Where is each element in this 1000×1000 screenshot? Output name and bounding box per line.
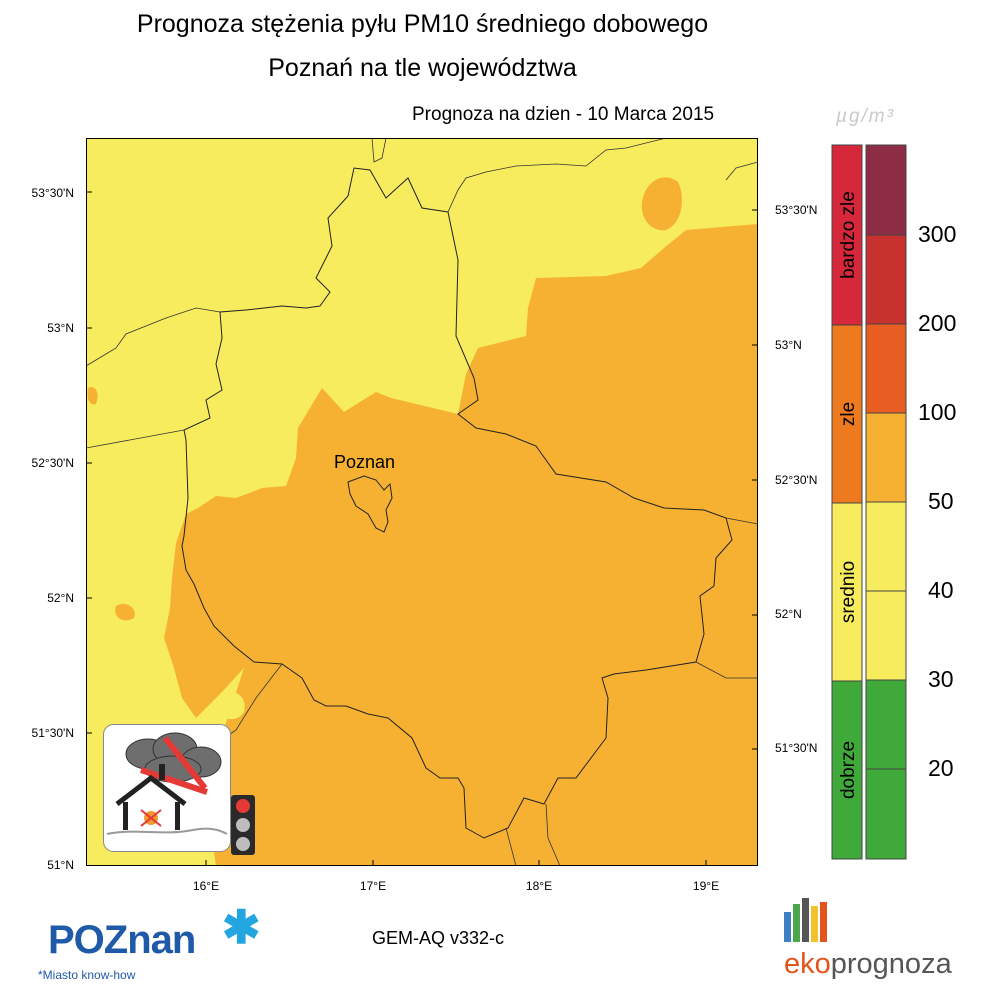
- legend-band-1: [866, 235, 906, 324]
- ekoprognoza-bars-icon: [784, 898, 827, 942]
- legend-threshold-300: 300: [918, 221, 957, 247]
- lat-label-right-53-30: 53°30'N: [775, 203, 818, 217]
- map-title-line2: Poznań na tle województwa: [268, 54, 577, 82]
- lat-label-left-53: 53°N: [47, 321, 74, 335]
- lon-label-17: 17°E: [359, 879, 387, 893]
- legend-band-column: [865, 144, 907, 860]
- legend-label-bardzo-zle: bardzo zle: [838, 191, 859, 279]
- legend-band-7: [866, 769, 906, 859]
- city-label: Poznan: [334, 452, 395, 472]
- legend-band-2: [866, 324, 906, 413]
- legend-category-bardzo-zle: [832, 145, 862, 325]
- legend-band-5: [866, 591, 906, 680]
- legend-category-srednio: [832, 503, 862, 681]
- legend-band-6: [866, 680, 906, 769]
- lat-label-right-53: 53°N: [775, 338, 802, 352]
- legend-label-zle: zle: [838, 402, 859, 426]
- legend-category-dobrze: [832, 681, 862, 859]
- legend-label-srednio: srednio: [838, 561, 859, 623]
- lat-label-left-52-30: 52°30'N: [31, 456, 74, 470]
- ekoprognoza-logo-eko: eko: [784, 948, 831, 980]
- ekoprognoza-logo: ekoprognoza: [784, 948, 952, 981]
- lat-label-left-51-30: 51°30'N: [31, 726, 74, 740]
- neighbour-border-west: [86, 307, 221, 367]
- legend-band-0: [866, 145, 906, 235]
- poznan-logo: POZnan: [48, 918, 196, 962]
- legend-threshold-50: 50: [928, 488, 954, 514]
- legend-threshold-30: 30: [928, 666, 954, 692]
- forecast-date: Prognoza na dzien - 10 Marca 2015: [412, 104, 715, 125]
- poznan-slogan: *Miasto know-how: [38, 968, 136, 982]
- legend-unit: µg/m³: [836, 106, 895, 127]
- lat-label-left-52: 52°N: [47, 591, 74, 605]
- ekoprognoza-logo-prognoza: prognoza: [830, 948, 952, 980]
- neighbour-border-east: [695, 161, 758, 679]
- no-burning-pictogram: [103, 724, 231, 852]
- lon-label-18: 18°E: [525, 879, 553, 893]
- poznan-city-border: [347, 475, 393, 533]
- legend-threshold-200: 200: [918, 310, 957, 336]
- traffic-light-icon: [231, 795, 255, 855]
- lat-label-right-52: 52°N: [775, 607, 802, 621]
- lon-label-16: 16°E: [192, 879, 220, 893]
- voivodeship-border: [181, 167, 733, 839]
- legend-category-column: [831, 144, 863, 860]
- lat-label-left-53-30: 53°30'N: [31, 186, 74, 200]
- lat-label-right-52-30: 52°30'N: [775, 473, 818, 487]
- legend-band-4: [866, 502, 906, 591]
- poznan-star-icon: ✱: [222, 901, 261, 953]
- legend-threshold-40: 40: [928, 577, 954, 603]
- map-frame: [86, 138, 758, 866]
- lat-label-left-51: 51°N: [47, 858, 74, 872]
- legend-band-3: [866, 413, 906, 502]
- map-title-line1: Prognoza stężenia pyłu PM10 średniego do…: [136, 10, 709, 38]
- legend-color-scale: bardzo zle zle srednio dobrze: [831, 144, 907, 860]
- legend-threshold-100: 100: [918, 399, 957, 425]
- model-version: GEM-AQ v332-c: [372, 928, 505, 948]
- lon-label-19: 19°E: [692, 879, 720, 893]
- legend-category-zle: [832, 325, 862, 503]
- low-concentration-pocket: [216, 692, 245, 720]
- elevated-concentration-north: [641, 177, 682, 231]
- legend-threshold-20: 20: [928, 755, 954, 781]
- elevated-concentration-region: [164, 224, 758, 866]
- lat-label-right-51-30: 51°30'N: [775, 741, 818, 755]
- legend-label-dobrze: dobrze: [838, 741, 859, 799]
- neighbour-border-north: [371, 138, 667, 213]
